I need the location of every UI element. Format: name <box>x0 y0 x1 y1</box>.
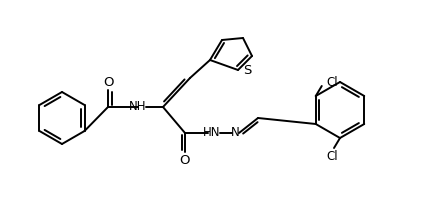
Text: Cl: Cl <box>326 150 338 162</box>
Text: O: O <box>180 154 190 166</box>
Text: N: N <box>231 127 240 140</box>
Text: S: S <box>243 64 251 76</box>
Text: Cl: Cl <box>327 76 338 90</box>
Text: O: O <box>103 76 113 90</box>
Text: HN: HN <box>203 127 221 140</box>
Text: NH: NH <box>129 100 147 114</box>
